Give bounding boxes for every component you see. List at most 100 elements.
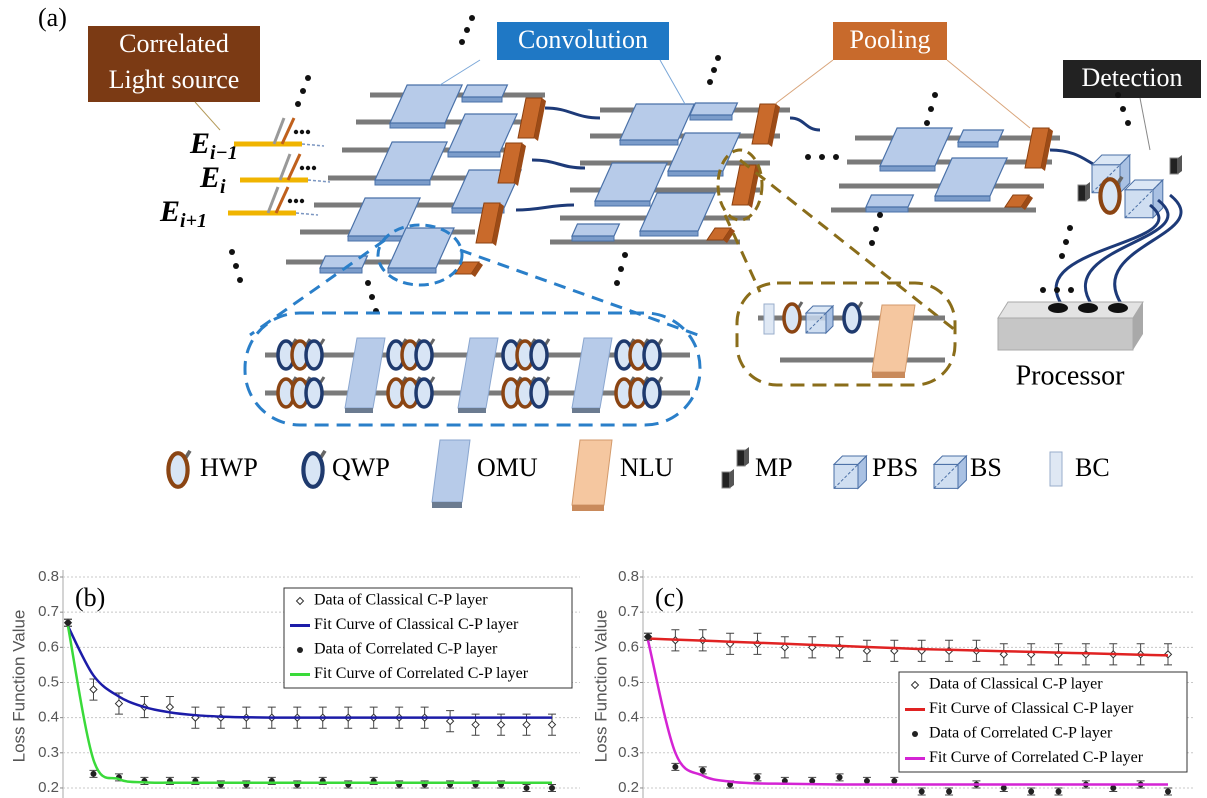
data-point <box>498 721 505 728</box>
mirror <box>745 447 749 466</box>
omu <box>432 502 462 508</box>
waveplate <box>1100 179 1119 213</box>
omu <box>620 140 678 145</box>
ellipsis-dot <box>288 199 292 203</box>
ellipsis-dot <box>1115 92 1121 98</box>
data-point <box>90 686 97 693</box>
waveplate <box>416 341 432 369</box>
omu <box>390 123 445 128</box>
ellipsis-dot <box>1059 253 1065 259</box>
data-point <box>523 721 530 728</box>
legend-swatch <box>912 731 918 737</box>
y-tick-label: 0.6 <box>38 638 59 655</box>
cube <box>806 313 826 333</box>
legend-label: Fit Curve of Classical C-P layer <box>314 616 519 633</box>
chart: 0.20.30.40.50.60.70.8Loss Function Value… <box>9 568 580 798</box>
ellipsis-dot <box>300 199 304 203</box>
data-point <box>549 721 556 728</box>
omu <box>640 231 698 236</box>
nlu <box>572 505 604 511</box>
y-tick-label: 0.5 <box>38 673 59 690</box>
ellipsis-dot <box>715 55 721 61</box>
processor-label: Processor <box>1016 360 1126 391</box>
ellipsis-dot <box>877 212 883 218</box>
data-point <box>1165 788 1171 794</box>
legend-label: Data of Correlated C-P layer <box>314 641 498 658</box>
subscript: i <box>220 176 226 198</box>
ellipsis-dot <box>233 263 239 269</box>
legend-label: Fit Curve of Correlated C-P layer <box>314 665 529 682</box>
fiber <box>1050 150 1095 165</box>
omu <box>935 196 990 201</box>
mirror <box>1086 182 1090 201</box>
legend-label: Data of Correlated C-P layer <box>929 725 1113 742</box>
callout <box>195 102 220 130</box>
data-point <box>946 788 952 794</box>
panel-label: (c) <box>655 583 684 612</box>
ellipsis-dot <box>306 130 310 134</box>
ellipsis-dot <box>1063 239 1069 245</box>
ellipsis-dot <box>805 154 811 160</box>
symbol: E <box>159 195 180 228</box>
legend-text: HWP <box>200 453 258 482</box>
data-point <box>672 764 678 770</box>
ellipsis-dot <box>707 79 713 85</box>
y-tick-label: 0.4 <box>618 709 639 726</box>
mirror <box>730 469 734 488</box>
zoom-line <box>460 250 698 335</box>
panel-label: (b) <box>75 583 105 612</box>
ellipsis-dot <box>459 39 465 45</box>
schematic <box>168 15 1182 511</box>
ellipsis-dot <box>819 154 825 160</box>
component-legend: HWP QWP OMU NLU MP PBS BS BC <box>200 453 1110 482</box>
fiber <box>532 160 585 168</box>
data-point <box>700 767 706 773</box>
legend-text: NLU <box>620 453 674 482</box>
waveplate <box>416 379 432 407</box>
bc <box>1050 452 1062 486</box>
waveplate <box>306 341 322 369</box>
subscript: i+1 <box>180 210 207 232</box>
omu <box>866 207 908 212</box>
y-tick-label: 0.3 <box>618 744 639 761</box>
input-label: Ei−1 <box>189 127 238 164</box>
omu <box>345 338 385 408</box>
input-label: Ei+1 <box>159 195 207 232</box>
legend-text: BC <box>1075 453 1110 482</box>
ellipsis-dot <box>464 27 470 33</box>
callout <box>440 60 480 85</box>
symbol: E <box>189 127 210 160</box>
data-point <box>524 785 530 791</box>
ellipsis-dot <box>295 101 301 107</box>
data-point <box>166 704 173 711</box>
ellipsis-dot <box>300 130 304 134</box>
data-point <box>549 785 555 791</box>
omu <box>595 201 650 206</box>
data-point <box>1056 788 1062 794</box>
panel-label: (a) <box>38 3 67 32</box>
symbol: E <box>199 161 220 194</box>
ellipsis-dot <box>300 88 306 94</box>
omu <box>345 408 373 413</box>
data-point <box>1001 785 1007 791</box>
y-tick-label: 0.3 <box>38 744 59 761</box>
input-label: Ei <box>199 161 226 198</box>
callout <box>775 60 833 104</box>
mirror <box>1178 155 1182 174</box>
callout <box>660 60 685 104</box>
mirror <box>737 450 745 466</box>
omu <box>866 195 913 207</box>
omu <box>958 142 998 147</box>
fiber <box>516 205 574 210</box>
waveplate <box>168 453 187 487</box>
source-label: Light source <box>109 65 240 94</box>
waveplate <box>531 341 547 369</box>
ellipsis-dot <box>469 15 475 21</box>
ellipsis-dot <box>312 166 316 170</box>
omu <box>348 236 403 241</box>
convolution-label: Convolution <box>518 25 648 54</box>
ellipsis-dot <box>932 92 938 98</box>
nlu <box>872 372 905 378</box>
waveplate <box>644 379 660 407</box>
